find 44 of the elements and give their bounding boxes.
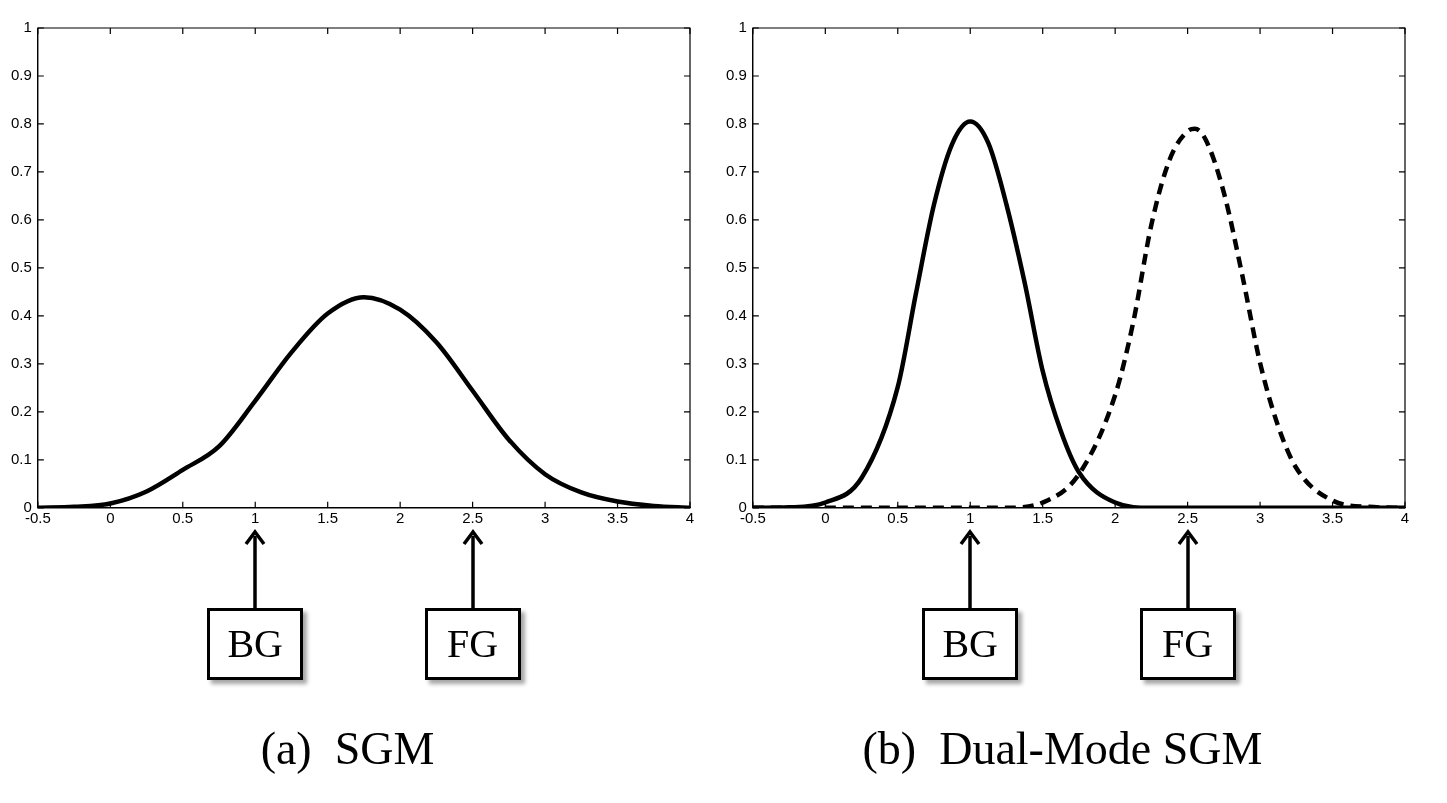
x-tick-label: 1 — [251, 508, 260, 526]
x-tick-label: 2 — [395, 508, 405, 526]
x-tick-label: 2.5 — [462, 508, 484, 526]
y-tick-label: 0.4 — [10, 306, 32, 324]
y-tick-label: 0.3 — [725, 354, 747, 371]
x-tick-label: 3 — [540, 508, 550, 526]
y-tick-label: 0.1 — [10, 449, 32, 467]
text: FG — [424, 607, 521, 680]
x-tick-label: 0 — [106, 508, 115, 526]
x-tick-label: 1.5 — [317, 508, 339, 526]
x-tick-label: 4 — [685, 508, 695, 526]
y-tick-label: 0.3 — [10, 354, 32, 371]
y-tick-label: 0.2 — [725, 401, 747, 419]
x-tick-label: 3 — [1255, 508, 1265, 526]
y-tick-label: 0.6 — [10, 210, 32, 228]
y-tick-label: 0.5 — [10, 258, 32, 276]
x-tick-label: 1.5 — [1032, 508, 1054, 526]
y-tick-label: 0.9 — [10, 66, 32, 84]
x-tick-label: 0.5 — [172, 508, 194, 526]
y-tick-label: 1 — [738, 18, 747, 36]
x-tick-label: 4 — [1400, 508, 1410, 526]
x-tick-label: 3.5 — [1322, 508, 1343, 526]
y-tick-label: 0.2 — [10, 401, 32, 419]
x-tick-label: 1 — [966, 508, 975, 526]
y-tick-label: 0.1 — [725, 449, 747, 467]
x-tick-label: 3.5 — [607, 508, 628, 526]
text: BG — [207, 607, 304, 680]
y-tick-label: 0.9 — [725, 66, 747, 84]
text: (b) Dual-Mode SGM — [862, 723, 1263, 775]
y-tick-label: 0.7 — [725, 162, 747, 180]
y-tick-label: 0.4 — [725, 306, 747, 324]
x-tick-label: 2 — [1110, 508, 1120, 526]
y-tick-label: 0.5 — [725, 258, 747, 276]
y-tick-label: 0.8 — [725, 114, 747, 132]
x-tick-label: 0 — [821, 508, 830, 526]
y-tick-label: 0.8 — [10, 114, 32, 132]
y-tick-label: 1 — [23, 18, 32, 36]
y-tick-label: 0.6 — [725, 210, 747, 228]
x-tick-label: 2.5 — [1177, 508, 1199, 526]
y-tick-label: 0.7 — [10, 162, 32, 180]
text: FG — [1139, 607, 1236, 680]
x-tick-label: 0.5 — [887, 508, 909, 526]
text: BG — [922, 607, 1019, 680]
text: (a) SGM — [260, 723, 435, 775]
